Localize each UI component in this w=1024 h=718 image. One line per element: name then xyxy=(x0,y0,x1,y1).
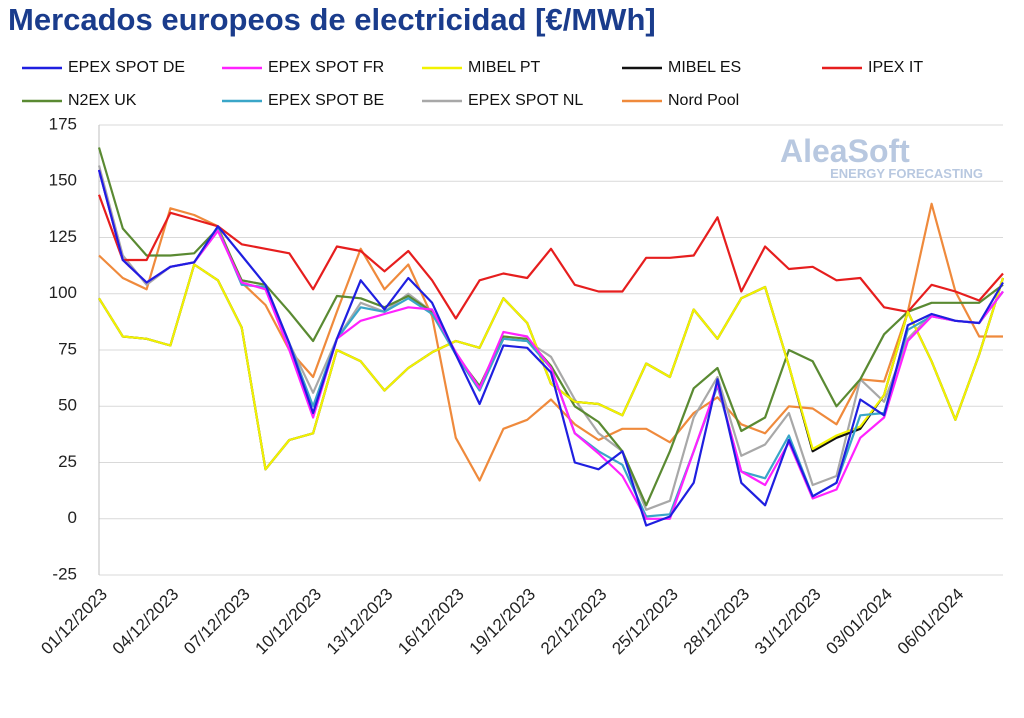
watermark-name: AleaSoft xyxy=(780,133,910,169)
series-line xyxy=(97,169,1004,527)
x-tick-label: 03/01/2024 xyxy=(822,585,896,659)
x-tick-label: 07/12/2023 xyxy=(180,585,254,659)
series-line xyxy=(97,194,1004,320)
series-line xyxy=(97,147,1004,507)
legend-label: Nord Pool xyxy=(668,92,739,109)
y-tick-label: 125 xyxy=(49,227,77,246)
y-tick-label: 175 xyxy=(49,114,77,133)
x-tick-label: 16/12/2023 xyxy=(394,585,468,659)
y-tick-label: 25 xyxy=(58,452,77,471)
watermark: AleaSoft ENERGY FORECASTING xyxy=(780,133,983,181)
x-tick-label: 10/12/2023 xyxy=(251,585,325,659)
y-tick-label: 100 xyxy=(49,283,77,302)
legend-label: MIBEL ES xyxy=(668,59,741,76)
y-tick-label: 50 xyxy=(58,396,77,415)
series-line xyxy=(97,165,1004,511)
y-tick-label: 150 xyxy=(49,171,77,190)
x-tick-label: 06/01/2024 xyxy=(894,585,968,659)
x-tick-label: 01/12/2023 xyxy=(37,585,111,659)
legend-label: N2EX UK xyxy=(68,92,137,109)
legend-label: EPEX SPOT BE xyxy=(268,92,384,109)
legend-label: EPEX SPOT FR xyxy=(268,59,384,76)
legend-label: IPEX IT xyxy=(868,59,923,76)
series-line xyxy=(97,169,1004,520)
legend-label: MIBEL PT xyxy=(468,59,541,76)
chart-title: Mercados europeos de electricidad [€/MWh… xyxy=(8,2,656,37)
x-tick-label: 04/12/2023 xyxy=(109,585,183,659)
x-tick-label: 13/12/2023 xyxy=(323,585,397,659)
x-tick-label: 25/12/2023 xyxy=(608,585,682,659)
y-tick-label: -25 xyxy=(52,564,77,583)
x-tick-label: 22/12/2023 xyxy=(537,585,611,659)
series-line xyxy=(97,169,1004,518)
x-tick-label: 19/12/2023 xyxy=(466,585,540,659)
y-tick-label: 0 xyxy=(68,508,77,527)
series-line xyxy=(98,202,1003,482)
x-tick-label: 28/12/2023 xyxy=(680,585,754,659)
x-tick-label: 31/12/2023 xyxy=(751,585,825,659)
watermark-tagline: ENERGY FORECASTING xyxy=(830,166,983,181)
legend-label: EPEX SPOT NL xyxy=(468,92,583,109)
legend-label: EPEX SPOT DE xyxy=(68,59,185,76)
y-tick-label: 75 xyxy=(58,339,77,358)
